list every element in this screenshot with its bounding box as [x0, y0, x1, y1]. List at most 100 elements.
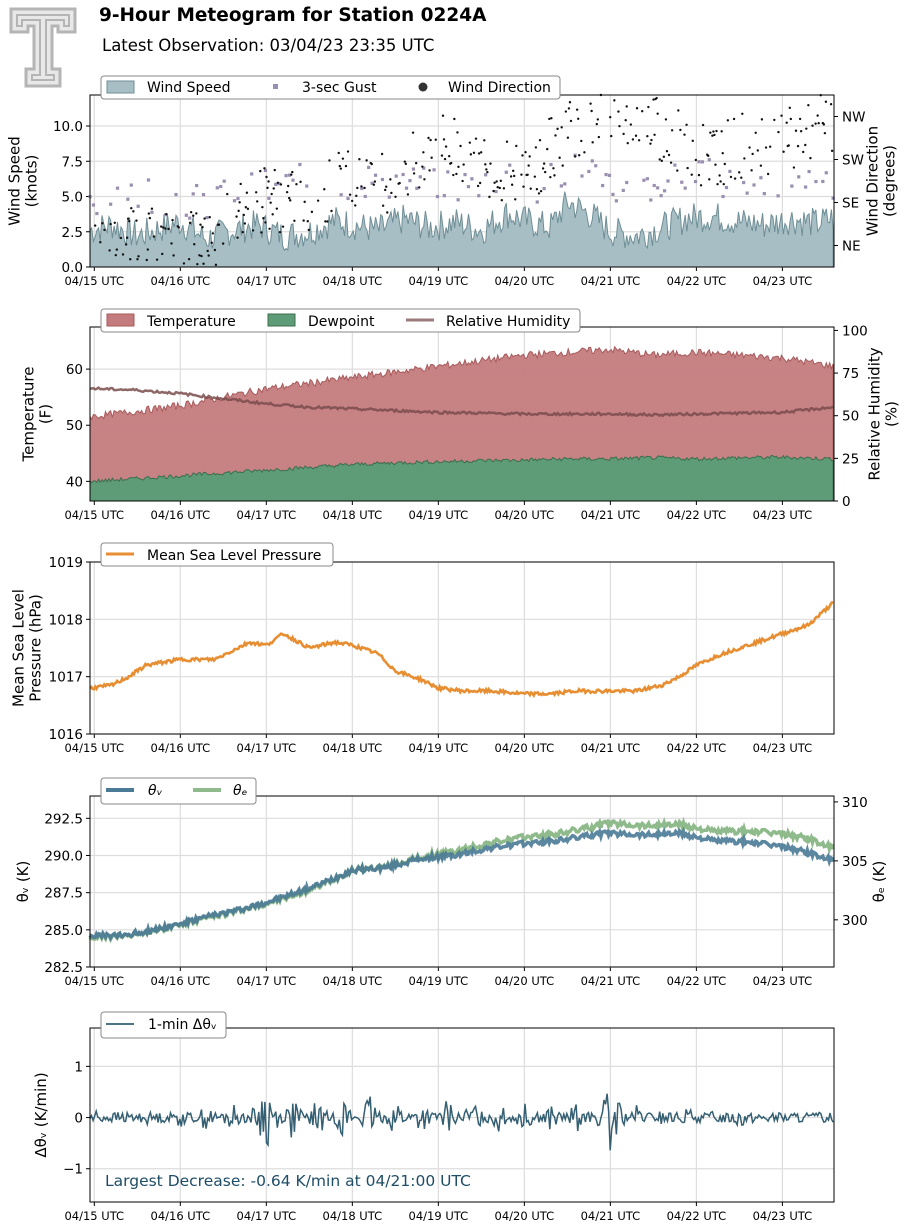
y2-axis-label: (degrees): [881, 145, 899, 217]
direction-dot: [549, 175, 552, 179]
direction-dot: [350, 199, 354, 203]
direction-dot: [270, 192, 273, 196]
direction-dot: [355, 194, 358, 198]
direction-dot: [608, 115, 612, 119]
direction-dot: [546, 147, 549, 151]
x-tick-label: 04/20 UTC: [495, 508, 555, 522]
direction-dot: [694, 158, 698, 162]
direction-dot: [743, 157, 746, 160]
x-tick-label: 04/20 UTC: [495, 741, 555, 755]
direction-dot: [427, 136, 430, 140]
direction-dot: [261, 205, 264, 209]
y2-tick-label: 100: [842, 323, 868, 339]
direction-dot: [152, 235, 156, 238]
y-tick-label: 40: [66, 474, 83, 490]
direction-dot: [534, 146, 538, 149]
y-tick-label: 7.5: [62, 154, 83, 170]
gust-marker: [380, 177, 385, 182]
gust-marker: [790, 184, 794, 188]
direction-dot: [211, 232, 215, 235]
direction-dot: [462, 163, 465, 166]
gust-marker: [287, 173, 292, 177]
direction-dot: [260, 231, 263, 234]
direction-dot: [288, 196, 291, 200]
x-tick-label: 04/22 UTC: [667, 274, 727, 288]
direction-dot: [550, 117, 553, 120]
direction-dot: [286, 184, 290, 188]
relative-humidity-line: [89, 386, 834, 418]
direction-dot: [558, 156, 561, 159]
gust-marker: [742, 180, 746, 185]
direction-dot: [526, 173, 529, 177]
gust-marker: [432, 168, 436, 172]
y-tick-label: 2.5: [62, 225, 83, 241]
direction-dot: [244, 206, 248, 209]
gust-marker: [680, 180, 684, 184]
direction-dot: [99, 241, 102, 244]
direction-dot: [268, 227, 271, 231]
direction-dot: [476, 184, 480, 188]
direction-dot: [720, 130, 723, 133]
x-tick-label: 04/22 UTC: [667, 508, 727, 522]
direction-dot: [326, 220, 329, 223]
gust-marker: [666, 179, 670, 183]
legend-label: Wind Direction: [448, 80, 551, 96]
direction-dot: [265, 175, 268, 179]
legend-box: [100, 1011, 227, 1039]
gust-marker: [590, 159, 594, 163]
direction-dot: [719, 180, 722, 183]
direction-dot: [188, 221, 192, 225]
gust-marker: [821, 179, 825, 184]
direction-dot: [459, 144, 462, 148]
gust-marker: [728, 169, 732, 173]
direction-dot: [170, 242, 173, 245]
direction-dot: [626, 141, 629, 145]
x-tick-label: 04/22 UTC: [667, 974, 727, 988]
direction-dot: [721, 151, 724, 155]
y2-axis-label: Relative Humidity: [866, 347, 884, 480]
gust-marker: [146, 178, 151, 182]
direction-dot: [624, 119, 627, 122]
direction-dot: [381, 204, 385, 207]
direction-dot: [346, 150, 350, 153]
gust-marker: [494, 189, 498, 194]
gust-marker: [466, 185, 471, 189]
direction-dot: [716, 182, 719, 186]
gust-marker: [205, 216, 209, 220]
direction-dot: [564, 110, 568, 113]
direction-dot: [273, 168, 276, 172]
direction-dot: [316, 199, 320, 202]
direction-dot: [263, 167, 266, 170]
direction-dot: [341, 157, 345, 160]
x-tick-label: 04/23 UTC: [753, 741, 813, 755]
legend-box: [100, 75, 561, 100]
x-tick-label: 04/18 UTC: [323, 974, 383, 988]
direction-dot: [442, 138, 446, 141]
direction-dot: [699, 184, 703, 187]
direction-dot: [554, 134, 557, 137]
direction-dot: [214, 263, 218, 267]
direction-dot: [271, 213, 274, 216]
x-tick-label: 04/19 UTC: [409, 508, 469, 522]
direction-dot: [499, 179, 502, 183]
direction-dot: [722, 182, 725, 186]
gust-marker: [411, 167, 416, 171]
direction-dot: [165, 212, 168, 216]
y2-tick-label: NW: [842, 110, 865, 126]
y-tick-label: 1017: [49, 670, 83, 686]
direction-dot: [137, 255, 140, 258]
direction-dot: [344, 164, 348, 168]
gust-marker: [621, 188, 625, 192]
gust-marker: [463, 172, 467, 177]
direction-dot: [782, 150, 785, 153]
direction-dot: [164, 227, 167, 230]
gust-marker: [435, 194, 440, 199]
direction-dot: [631, 138, 635, 141]
direction-dot: [108, 249, 111, 252]
y-axis-label: Wind Speed: [6, 136, 24, 226]
dewpoint-area: [89, 454, 834, 502]
direction-dot: [275, 207, 279, 210]
direction-dot: [522, 185, 525, 188]
y2-tick-label: NE: [842, 239, 861, 255]
